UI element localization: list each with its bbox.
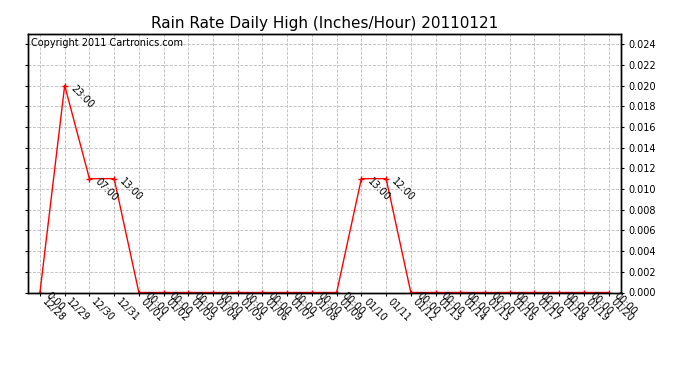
Text: 00:00: 00:00 [241,290,268,317]
Text: 00:00: 00:00 [489,290,515,317]
Text: 13:00: 13:00 [365,177,392,203]
Text: Copyright 2011 Cartronics.com: Copyright 2011 Cartronics.com [30,38,183,48]
Text: 00:00: 00:00 [513,290,540,317]
Text: 00:00: 00:00 [217,290,244,317]
Text: 23:00: 23:00 [68,83,95,110]
Text: 00:00: 00:00 [415,290,441,317]
Text: 07:00: 07:00 [93,177,120,203]
Text: 00:00: 00:00 [563,290,589,317]
Text: 13:00: 13:00 [118,177,144,203]
Text: 00:00: 00:00 [167,290,194,317]
Text: 00:00: 00:00 [266,290,293,317]
Text: 12:00: 12:00 [390,177,417,203]
Text: 0:00: 0:00 [43,290,66,313]
Text: 00:00: 00:00 [612,290,639,317]
Text: 00:00: 00:00 [440,290,466,317]
Text: 00:00: 00:00 [340,290,367,317]
Text: 00:00: 00:00 [143,290,169,317]
Text: 00:00: 00:00 [192,290,219,317]
Title: Rain Rate Daily High (Inches/Hour) 20110121: Rain Rate Daily High (Inches/Hour) 20110… [150,16,498,31]
Text: 00:00: 00:00 [464,290,491,317]
Text: 00:00: 00:00 [315,290,342,317]
Text: 00:00: 00:00 [538,290,565,317]
Text: 00:00: 00:00 [291,290,317,317]
Text: 00:00: 00:00 [588,290,614,317]
